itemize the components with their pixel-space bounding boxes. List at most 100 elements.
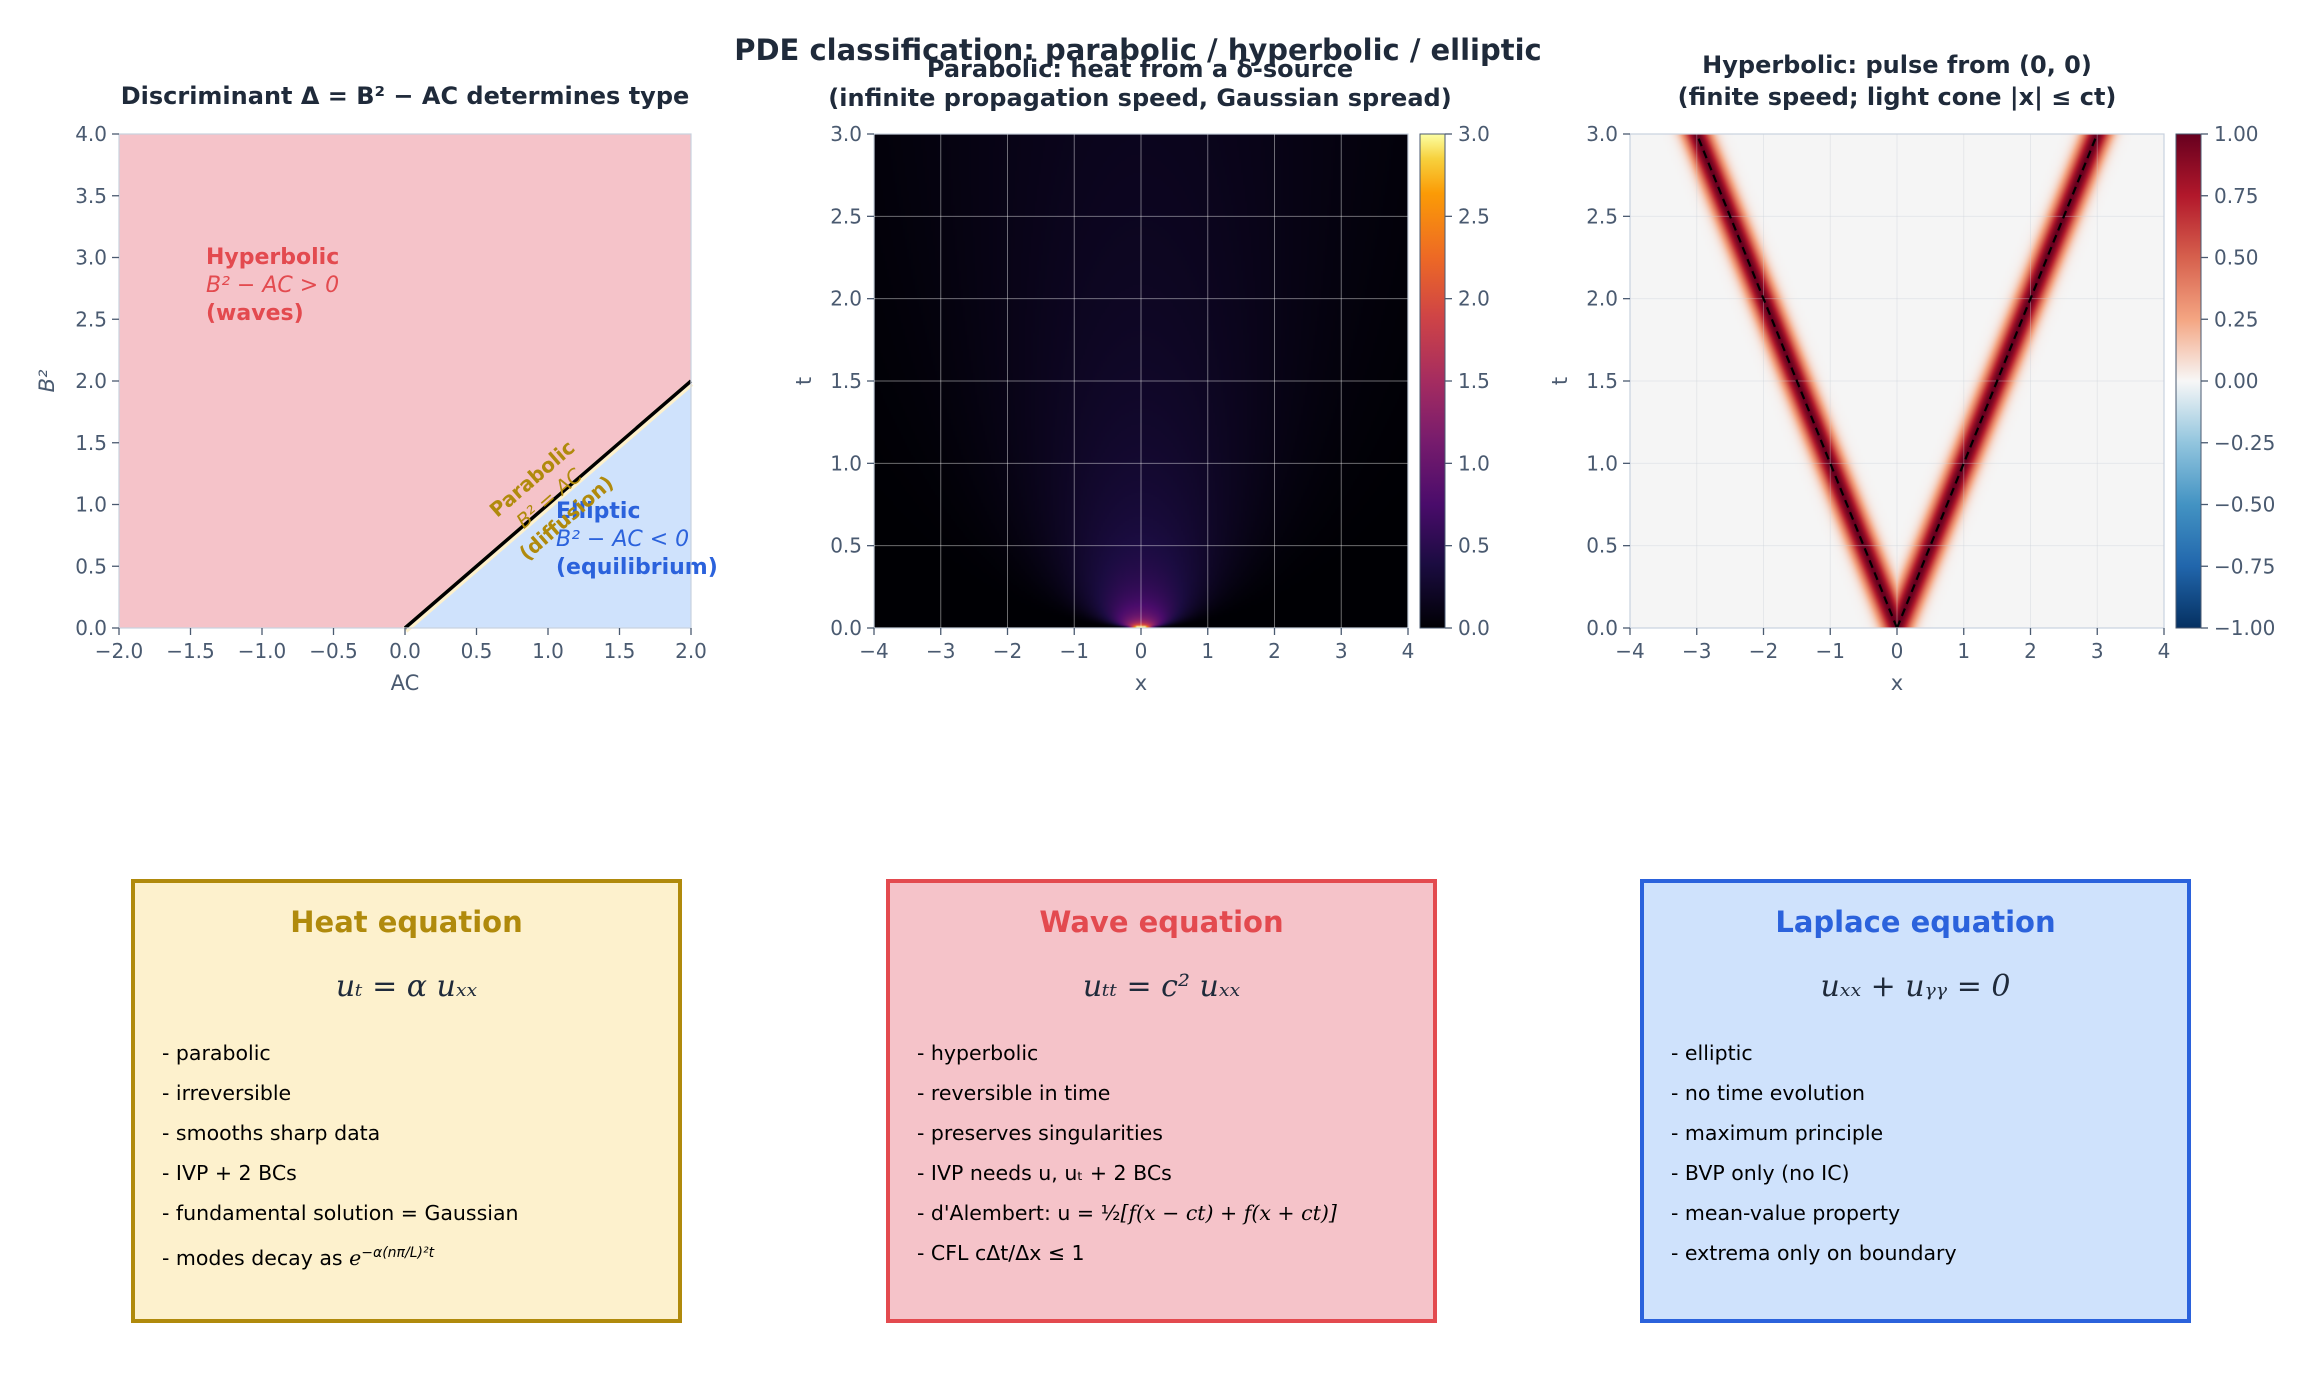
heat-x-tick-label: −2 bbox=[993, 639, 1022, 663]
wave-card-title: Wave equation bbox=[1039, 905, 1284, 939]
heat-heatmap bbox=[874, 134, 1408, 628]
heat-colorbar-tick-label: 2.5 bbox=[1458, 204, 1490, 228]
heat-colorbar-tick-label: 3.0 bbox=[1458, 122, 1490, 146]
laplace-card-item: - maximum principle bbox=[1671, 1121, 1884, 1145]
discriminant-y-tick-label: 3.5 bbox=[75, 184, 107, 208]
heat-x-tick-label: 3 bbox=[1335, 639, 1348, 663]
heat-y-tick-label: 2.0 bbox=[830, 287, 862, 311]
wave-x-tick-label: −3 bbox=[1682, 639, 1711, 663]
discriminant-x-tick-label: 1.0 bbox=[532, 639, 564, 663]
wave-heatmap bbox=[1630, 134, 2164, 628]
heat-card-item: - IVP + 2 BCs bbox=[162, 1161, 297, 1185]
wave-y-tick-label: 2.0 bbox=[1586, 287, 1618, 311]
discriminant-panel: Discriminant Δ = B² − AC determines type… bbox=[35, 82, 718, 695]
wave-card-item: - hyperbolic bbox=[917, 1041, 1039, 1065]
wave-y-tick-label: 1.5 bbox=[1586, 369, 1618, 393]
discriminant-y-tick-label: 1.0 bbox=[75, 493, 107, 517]
dalembert-rest: [f(x − ct) + f(x + ct)] bbox=[1120, 1201, 1337, 1225]
heat-equation-card: Heat equation uₜ = α uₓₓ - parabolic - i… bbox=[131, 879, 682, 1323]
wave-colorbar-tick-label: −1.00 bbox=[2214, 616, 2275, 640]
wave-x-tick-label: 3 bbox=[2091, 639, 2104, 663]
wave-colorbar-tick-label: −0.75 bbox=[2214, 554, 2275, 578]
wave-card-item: - reversible in time bbox=[917, 1081, 1111, 1105]
wave-card-item-text: - d'Alembert: u = bbox=[917, 1201, 1101, 1225]
discriminant-y-tick-label: 0.5 bbox=[75, 554, 107, 578]
wave-card-item: - CFL cΔt/Δx ≤ 1 bbox=[917, 1241, 1085, 1265]
decay-base: e bbox=[349, 1245, 362, 1270]
discriminant-x-tick-label: 0.5 bbox=[461, 639, 493, 663]
laplace-card-item: - elliptic bbox=[1671, 1041, 1753, 1065]
wave-ylabel: t bbox=[1548, 377, 1572, 385]
discriminant-title: Discriminant Δ = B² − AC determines type bbox=[121, 82, 690, 110]
wave-colorbar-tick-label: 1.00 bbox=[2214, 122, 2259, 146]
heat-card-list: - parabolic - irreversible - smooths sha… bbox=[162, 1033, 519, 1273]
wave-x-tick-label: 0 bbox=[1891, 639, 1904, 663]
heat-y-tick-label: 1.0 bbox=[830, 451, 862, 475]
heat-colorbar-ticks: 0.0 0.5 1.0 1.5 2.0 2.5 3.0 bbox=[1445, 122, 1490, 640]
wave-axes: −4 −3 −2 −1 0 1 2 3 4 0.0 0.5 1.0 1.5 2.0 2.5 3.0 bbox=[1586, 122, 2170, 663]
wave-card-equation: uₜₜ = c² uₓₓ bbox=[1082, 969, 1241, 1004]
wave-title-line1: Hyperbolic: pulse from (0, 0) bbox=[1702, 51, 2092, 79]
dalembert-fraction: ½ bbox=[1100, 1201, 1121, 1225]
laplace-card-item: - BVP only (no IC) bbox=[1671, 1161, 1850, 1185]
decay-exponent: −α(nπ/L)²t bbox=[361, 1245, 435, 1261]
wave-x-tick-label: −1 bbox=[1816, 639, 1845, 663]
wave-y-tick-label: 0.0 bbox=[1586, 616, 1618, 640]
heat-y-tick-label: 1.5 bbox=[830, 369, 862, 393]
heat-y-tick-label: 0.0 bbox=[830, 616, 862, 640]
heat-colorbar-tick-label: 0.5 bbox=[1458, 534, 1490, 558]
laplace-card-item: - extrema only on boundary bbox=[1671, 1241, 1957, 1265]
heat-x-tick-label: 2 bbox=[1268, 639, 1281, 663]
heat-y-tick-label: 3.0 bbox=[830, 122, 862, 146]
discriminant-xlabel: AC bbox=[391, 671, 420, 695]
parabolic-boundary-line bbox=[403, 379, 693, 630]
wave-y-tick-label: 1.0 bbox=[1586, 451, 1618, 475]
wave-card-item: - IVP needs u, uₜ + 2 BCs bbox=[917, 1161, 1172, 1185]
heat-y-tick-label: 2.5 bbox=[830, 204, 862, 228]
heat-colorbar-tick-label: 1.0 bbox=[1458, 451, 1490, 475]
heat-x-tick-label: −1 bbox=[1060, 639, 1089, 663]
discriminant-x-tick-label: 2.0 bbox=[675, 639, 707, 663]
heat-title-line2: (infinite propagation speed, Gaussian sp… bbox=[828, 84, 1451, 112]
wave-card-list: - hyperbolic - reversible in time - pres… bbox=[917, 1033, 1337, 1273]
discriminant-y-tick-label: 0.0 bbox=[75, 616, 107, 640]
light-cone-line bbox=[1895, 133, 2099, 629]
heat-x-tick-label: 0 bbox=[1135, 639, 1148, 663]
discriminant-x-tick-label: −0.5 bbox=[309, 639, 358, 663]
discriminant-ylabel: B² bbox=[35, 369, 59, 392]
heat-colorbar bbox=[1419, 133, 1446, 629]
heat-panel: Parabolic: heat from a δ-source (infinit… bbox=[792, 55, 1490, 695]
wave-colorbar-tick-label: −0.50 bbox=[2214, 493, 2275, 517]
elliptic-region-note: (equilibrium) bbox=[556, 555, 718, 580]
wave-colorbar-tick-label: 0.00 bbox=[2214, 369, 2259, 393]
wave-colorbar bbox=[2175, 133, 2202, 629]
heat-xlabel: x bbox=[1135, 671, 1147, 695]
laplace-card-list: - elliptic - no time evolution - maximum… bbox=[1671, 1033, 1957, 1273]
wave-card-item: - preserves singularities bbox=[917, 1121, 1163, 1145]
discriminant-y-tick-label: 1.5 bbox=[75, 431, 107, 455]
heat-title-line1: Parabolic: heat from a δ-source bbox=[927, 55, 1353, 83]
heat-x-tick-label: −4 bbox=[859, 639, 888, 663]
wave-title-line2: (finite speed; light cone |x| ≤ ct) bbox=[1678, 83, 2117, 111]
discriminant-axes: −2.0 −1.5 −1.0 −0.5 0.0 0.5 1.0 1.5 2.0 0.0 0.5 1.0… bbox=[75, 122, 707, 663]
wave-card-item: - d'Alembert: u = ½[f(x − ct) + f(x + ct… bbox=[917, 1193, 1337, 1233]
wave-y-tick-label: 2.5 bbox=[1586, 204, 1618, 228]
discriminant-x-tick-label: −2.0 bbox=[95, 639, 144, 663]
elliptic-region-name: Elliptic bbox=[556, 499, 641, 524]
discriminant-y-tick-label: 2.0 bbox=[75, 369, 107, 393]
wave-x-tick-label: −4 bbox=[1615, 639, 1644, 663]
wave-colorbar-tick-label: −0.25 bbox=[2214, 431, 2275, 455]
light-cone-lines bbox=[1695, 133, 2099, 629]
wave-equation-card: Wave equation uₜₜ = c² uₓₓ - hyperbolic … bbox=[886, 879, 1437, 1323]
wave-panel: Hyperbolic: pulse from (0, 0) (finite sp… bbox=[1548, 51, 2275, 695]
heat-colorbar-tick-label: 0.0 bbox=[1458, 616, 1490, 640]
discriminant-x-tick-label: −1.5 bbox=[166, 639, 215, 663]
wave-xlabel: x bbox=[1891, 671, 1903, 695]
wave-colorbar-tick-label: 0.75 bbox=[2214, 184, 2259, 208]
laplace-card-equation: uₓₓ + uᵧᵧ = 0 bbox=[1820, 969, 2011, 1004]
figure-suptitle: PDE classification: parabolic / hyperbol… bbox=[734, 33, 1542, 67]
wave-y-tick-label: 3.0 bbox=[1586, 122, 1618, 146]
heat-card-item: - smooths sharp data bbox=[162, 1121, 381, 1145]
